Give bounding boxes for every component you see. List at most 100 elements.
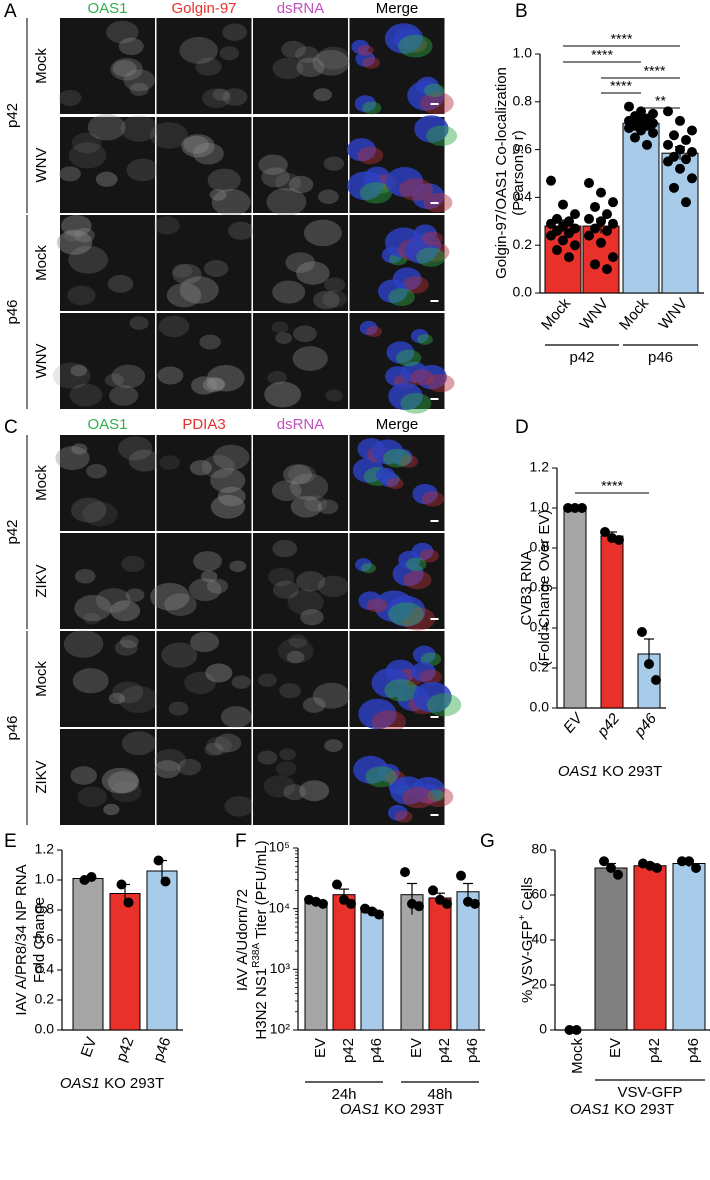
micrograph xyxy=(156,18,252,114)
cell-signal xyxy=(296,261,330,285)
panel-letter: C xyxy=(4,417,18,438)
cell-signal xyxy=(104,373,124,387)
data-point xyxy=(614,535,624,545)
cell-signal xyxy=(177,758,202,776)
x-axis-label-part: OAS1 xyxy=(570,1101,610,1118)
cell-signal xyxy=(279,748,296,761)
data-point xyxy=(602,264,612,275)
data-point xyxy=(669,130,679,141)
cell-signal xyxy=(110,780,142,803)
data-point xyxy=(681,197,691,208)
data-point xyxy=(624,101,634,112)
bar xyxy=(109,893,141,1031)
cell-signal xyxy=(108,692,126,705)
data-point xyxy=(564,228,574,239)
cell-signal xyxy=(210,468,246,493)
data-point xyxy=(687,173,697,184)
data-point xyxy=(630,132,640,143)
cell-signal xyxy=(82,501,118,527)
nucleus xyxy=(392,561,424,587)
cell-signal xyxy=(317,575,349,598)
cell-signal xyxy=(283,784,306,801)
y-tick-label: 10³ xyxy=(270,960,291,976)
x-tick-label: p46 xyxy=(685,1038,702,1063)
y-axis-label: (Pearson’s r) xyxy=(510,130,527,216)
cell-signal xyxy=(204,742,224,756)
cell-signal xyxy=(63,630,104,658)
cell-signal xyxy=(324,739,343,753)
data-point xyxy=(644,659,654,669)
y-axis-label-part: % VSV-GFP xyxy=(519,920,536,1003)
cell-signal xyxy=(281,40,306,59)
channel-label: OAS1 xyxy=(87,0,127,17)
cytoplasm xyxy=(416,247,446,267)
x-axis-label-part: KO 293T xyxy=(100,1075,164,1092)
nucleus xyxy=(354,95,376,113)
cell-signal xyxy=(164,593,197,617)
cell-signal xyxy=(123,69,155,92)
cell-signal xyxy=(214,733,242,753)
data-point xyxy=(675,163,685,174)
cell-signal xyxy=(153,748,186,772)
data-point xyxy=(332,879,342,890)
data-point xyxy=(663,106,673,117)
cytoplasm xyxy=(388,602,424,627)
micrograph xyxy=(156,313,252,409)
nucleus xyxy=(352,457,384,483)
cell-signal xyxy=(222,23,248,41)
y-tick-label: 0.4 xyxy=(530,619,550,635)
micrograph xyxy=(253,533,348,629)
data-point xyxy=(584,230,594,241)
cytoplasm xyxy=(402,276,429,294)
significance-label: **** xyxy=(601,478,623,494)
cell-signal xyxy=(275,172,302,192)
cell-signal xyxy=(70,497,107,523)
y-tick-label: 0.0 xyxy=(35,1021,55,1037)
y-tick-label: 1.2 xyxy=(530,459,550,475)
data-point xyxy=(546,230,556,241)
cell-signal xyxy=(87,113,126,141)
channel-label: dsRNA xyxy=(277,416,325,433)
x-tick-label: p42 xyxy=(436,1038,453,1063)
data-point xyxy=(624,123,634,134)
data-point xyxy=(596,187,606,198)
cell-signal xyxy=(193,551,222,572)
x-tick-label: Mock xyxy=(616,295,652,334)
data-point xyxy=(613,869,623,880)
panel-letter: D xyxy=(515,417,529,438)
cell-signal xyxy=(217,486,246,507)
panel-letter: A xyxy=(4,1,17,22)
cell-signal xyxy=(95,171,118,187)
y-tick-label: 0.0 xyxy=(513,284,533,300)
bar xyxy=(456,891,480,1031)
cytoplasm xyxy=(396,349,422,367)
y-tick-label: 0.2 xyxy=(530,659,550,675)
y-axis-label: % VSV-GFP+ Cells xyxy=(517,877,536,1003)
x-axis-label-part: KO 293T xyxy=(598,763,662,780)
cell-signal xyxy=(257,673,277,687)
group-label: p46 xyxy=(4,299,21,324)
nucleus xyxy=(386,341,415,364)
cell-signal xyxy=(73,227,95,243)
data-point xyxy=(584,178,594,189)
cell-signal xyxy=(159,455,181,470)
cell-signal xyxy=(107,274,134,293)
y-tick-label: 10² xyxy=(270,1021,291,1037)
cell-signal xyxy=(258,154,288,176)
cell-signal xyxy=(59,166,81,182)
cell-signal xyxy=(211,188,251,217)
cell-signal xyxy=(266,187,307,216)
y-axis-label-part: Golgin-97/OAS1 Co-localization xyxy=(493,67,510,279)
data-point xyxy=(563,503,573,513)
x-tick-label: EV xyxy=(78,1035,101,1060)
group-label: p46 xyxy=(648,349,673,366)
nucleus xyxy=(413,224,437,244)
cell-signal xyxy=(128,449,161,472)
cell-signal xyxy=(199,334,221,350)
x-tick-label: p46 xyxy=(150,1035,175,1064)
cell-signal xyxy=(58,89,82,107)
cell-signal xyxy=(267,370,288,385)
nucleus xyxy=(410,328,429,344)
group-label: p46 xyxy=(4,715,21,740)
